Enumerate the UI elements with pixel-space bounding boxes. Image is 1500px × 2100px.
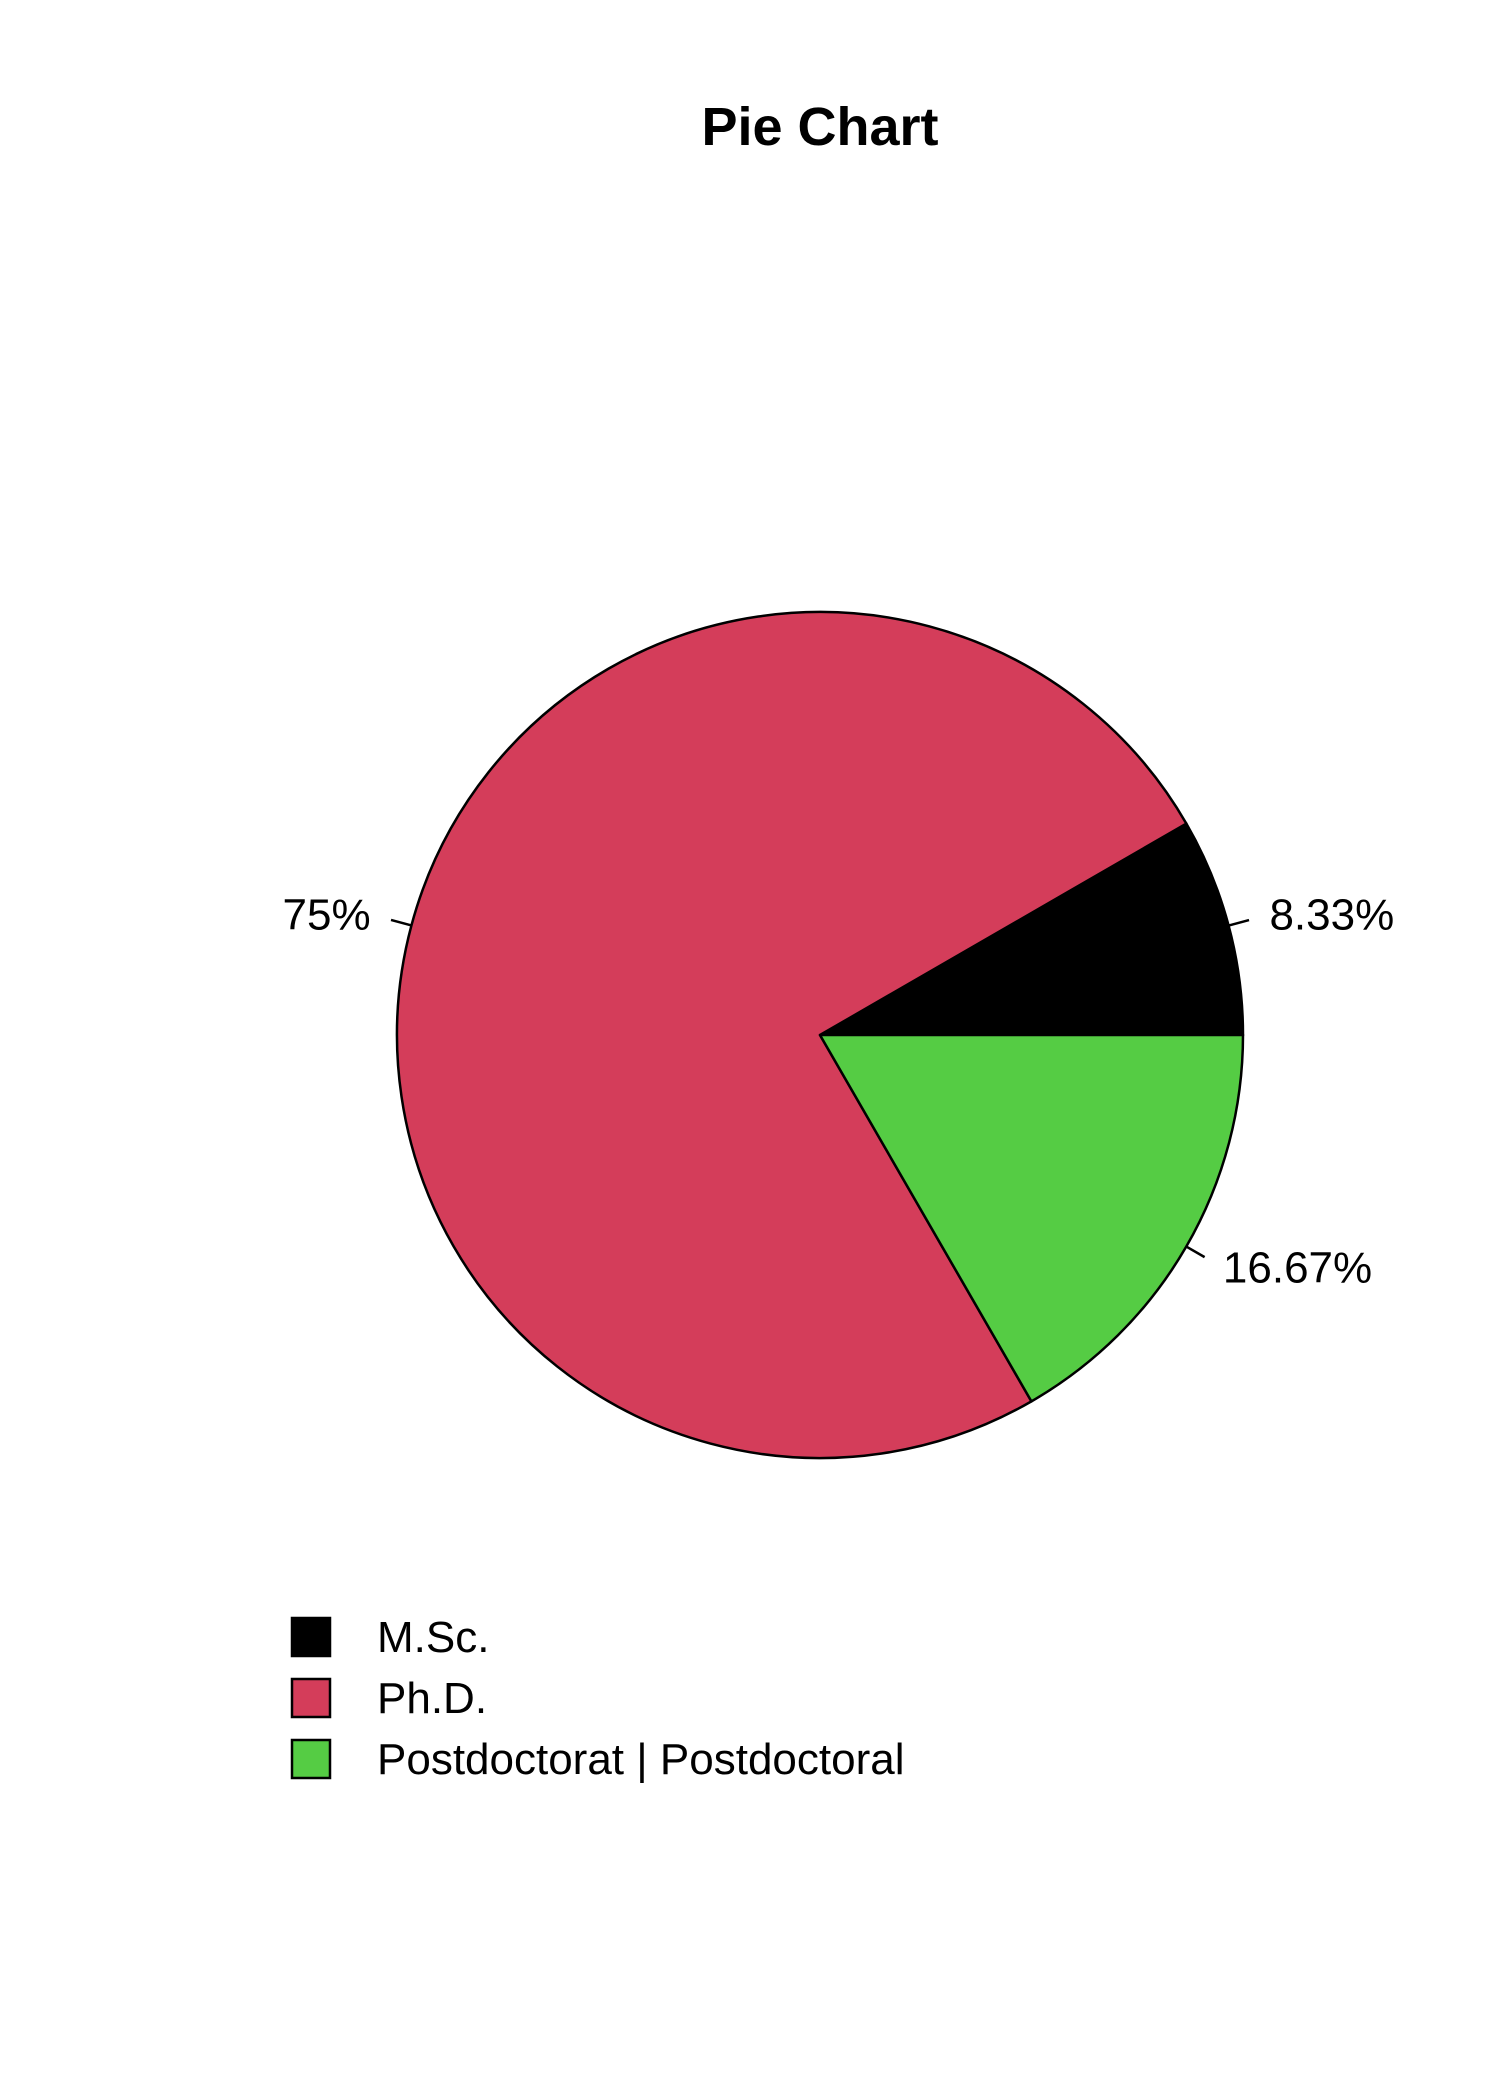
legend-swatch-2: [290, 1738, 332, 1780]
slice-labels: 8.33% 75% 16.67%: [283, 890, 1395, 1292]
legend-label-1: Ph.D.: [377, 1674, 487, 1723]
pie-slice-1: [395, 610, 1188, 1460]
legend-label-2: Postdoctorat | Postdoctoral: [377, 1735, 904, 1784]
slice-label-ticks: [390, 918, 1250, 1259]
legend-swatch-0: [290, 1616, 332, 1658]
slice-tick-2: [1185, 1245, 1206, 1259]
pie-slice-2: [818, 1033, 1245, 1403]
legend-swatch-1: [290, 1677, 332, 1719]
slice-label-2: 16.67%: [1223, 1244, 1372, 1293]
pie-slice-0: [818, 822, 1245, 1037]
slice-tick-1: [390, 918, 412, 927]
legend-label-0: M.Sc.: [377, 1613, 489, 1662]
slice-label-1: 75%: [283, 890, 371, 939]
slice-label-0: 8.33%: [1269, 891, 1394, 940]
slice-tick-0: [1228, 918, 1250, 927]
legend: M.Sc. Ph.D. Postdoctorat | Postdoctoral: [290, 1613, 904, 1784]
pie-slices: [395, 610, 1245, 1460]
chart-title: Pie Chart: [701, 97, 938, 157]
